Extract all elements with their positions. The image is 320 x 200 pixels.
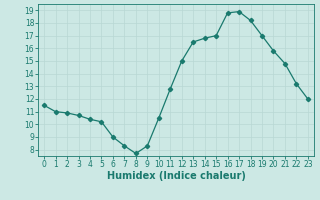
X-axis label: Humidex (Indice chaleur): Humidex (Indice chaleur) bbox=[107, 171, 245, 181]
